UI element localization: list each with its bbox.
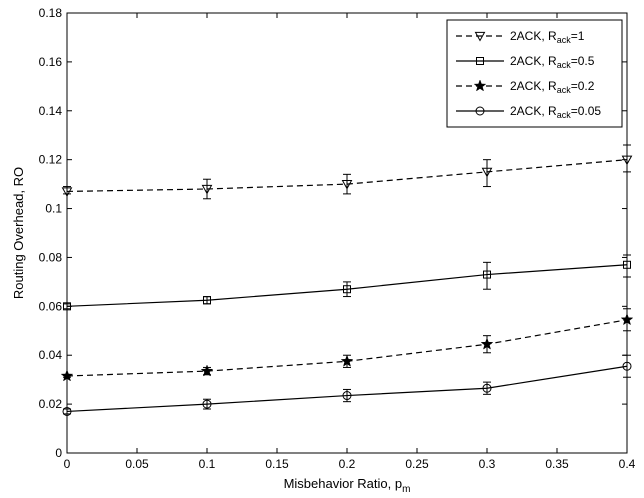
legend-marker xyxy=(476,57,484,65)
legend-label-subscript: ack xyxy=(557,60,572,70)
legend-label-suffix: =0.05 xyxy=(571,104,602,118)
y-tick-label: 0.16 xyxy=(39,55,63,69)
legend-marker xyxy=(473,79,487,92)
legend-label: 2ACK, Rack=0.05 xyxy=(510,104,601,120)
legend-label-suffix: =0.2 xyxy=(571,79,595,93)
x-tick-label: 0 xyxy=(64,457,71,471)
x-tick-label: 0.35 xyxy=(545,457,569,471)
legend-label-suffix: =0.5 xyxy=(571,54,595,68)
x-axis-label-subscript: m xyxy=(402,484,410,495)
y-tick-label: 0 xyxy=(55,446,62,460)
legend-label: 2ACK, Rack=0.5 xyxy=(510,54,595,70)
y-tick-label: 0.12 xyxy=(39,153,63,167)
y-axis: 0 0.02 0.04 0.06 0.08 0.1 0.12 0.14 0.16 0.18 xyxy=(39,6,627,460)
data-point-marker xyxy=(481,167,493,178)
data-point-marker xyxy=(343,285,351,294)
data-point-marker xyxy=(341,180,353,190)
data-point-marker xyxy=(483,270,491,279)
legend-label-subscript: ack xyxy=(557,110,572,120)
y-tick-label: 0.18 xyxy=(39,6,63,20)
data-point-marker xyxy=(340,354,354,367)
legend-label-main: 2ACK, R xyxy=(510,29,557,43)
x-axis-label: Misbehavior Ratio, pm xyxy=(284,476,411,495)
error-bar xyxy=(343,173,351,195)
legend-label-suffix: =1 xyxy=(571,29,585,43)
y-tick-label: 0.1 xyxy=(45,202,62,216)
x-tick-label: 0.15 xyxy=(265,457,289,471)
x-tick-label: 0.25 xyxy=(405,457,429,471)
error-bar xyxy=(343,281,351,298)
legend-marker xyxy=(475,106,485,116)
y-tick-label: 0.06 xyxy=(39,299,63,313)
legend-label-subscript: ack xyxy=(557,85,572,95)
y-axis-label: Routing Overhead, RO xyxy=(11,167,26,299)
x-tick-label: 0.1 xyxy=(199,457,216,471)
data-point-marker xyxy=(482,383,492,393)
legend-entry-2: 2ACK, Rack=0.5 xyxy=(456,54,595,70)
error-bar xyxy=(483,159,491,188)
x-tick-label: 0.4 xyxy=(619,457,636,471)
error-bar xyxy=(483,261,491,290)
legend-entry-3: 2ACK, Rack=0.2 xyxy=(456,79,595,95)
legend-label: 2ACK, Rack=1 xyxy=(510,29,585,45)
y-tick-label: 0.02 xyxy=(39,397,63,411)
legend-label: 2ACK, Rack=0.2 xyxy=(510,79,595,95)
legend-label-subscript: ack xyxy=(557,35,572,45)
error-bar xyxy=(203,398,211,410)
legend-label-main: 2ACK, R xyxy=(510,54,557,68)
x-tick-label: 0.05 xyxy=(125,457,149,471)
data-point-marker xyxy=(203,296,211,305)
legend-entry-1: 2ACK, Rack=1 xyxy=(456,29,585,45)
data-point-marker xyxy=(202,399,212,409)
data-point-marker xyxy=(480,337,494,350)
y-tick-label: 0.08 xyxy=(39,250,63,264)
x-tick-label: 0.2 xyxy=(339,457,356,471)
x-tick-label: 0.3 xyxy=(479,457,496,471)
legend-label-main: 2ACK, R xyxy=(510,104,557,118)
data-point-marker xyxy=(200,364,214,377)
data-point-marker xyxy=(201,184,213,195)
error-bar xyxy=(203,178,211,200)
y-tick-label: 0.14 xyxy=(39,104,63,118)
legend-entry-4: 2ACK, Rack=0.05 xyxy=(456,104,601,120)
data-point-marker xyxy=(342,391,352,401)
y-tick-label: 0.04 xyxy=(39,348,63,362)
legend-marker xyxy=(474,31,486,42)
x-axis: 0 0.05 0.1 0.15 0.2 0.25 0.3 0.35 0.4 xyxy=(64,13,636,471)
legend-label-main: 2ACK, R xyxy=(510,79,557,93)
